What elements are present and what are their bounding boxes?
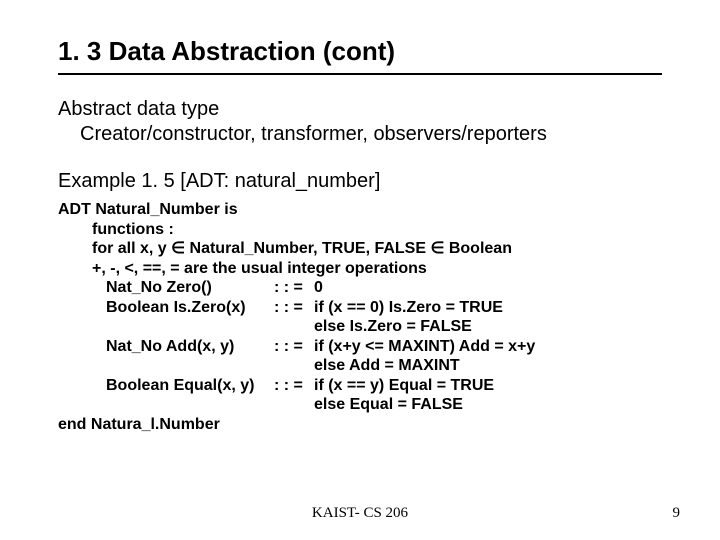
page-number: 9 [673,505,681,522]
adt-left: Nat_No Add(x, y) [106,337,274,357]
slide-title: 1. 3 Data Abstraction (cont) [58,36,662,67]
adt-row: Nat_No Add(x, y) : : = if (x+y <= MAXINT… [58,337,662,357]
adt-left: Nat_No Zero() [106,278,274,298]
adt-cont: else Add = MAXINT [314,356,460,376]
body-text: Abstract data type Creator/constructor, … [58,97,662,194]
footer-center: KAIST- CS 206 [0,505,720,522]
adt-forall: for all x, y ∈ Natural_Number, TRUE, FAL… [58,239,662,259]
cont-pad [106,317,314,337]
adt-row-cont: else Equal = FALSE [58,395,662,415]
spacer [58,147,662,169]
adt-header: ADT Natural_Number is [58,200,662,220]
adt-right: if (x == y) Equal = TRUE [314,376,662,396]
adt-op: : : = [274,337,314,357]
adt-functions-label: functions : [58,220,662,240]
adt-row-cont: else Is.Zero = FALSE [58,317,662,337]
adt-row: Boolean Equal(x, y) : : = if (x == y) Eq… [58,376,662,396]
adt-op: : : = [274,376,314,396]
title-rule [58,73,662,75]
adt-right: if (x+y <= MAXINT) Add = x+y [314,337,662,357]
body-line-2: Creator/constructor, transformer, observ… [58,122,662,147]
slide: 1. 3 Data Abstraction (cont) Abstract da… [0,0,720,434]
cont-pad [106,356,314,376]
adt-row: Nat_No Zero() : : = 0 [58,278,662,298]
adt-right: 0 [314,278,662,298]
body-line-1: Abstract data type [58,97,662,122]
adt-right: if (x == 0) Is.Zero = TRUE [314,298,662,318]
adt-cont: else Equal = FALSE [314,395,463,415]
adt-cont: else Is.Zero = FALSE [314,317,472,337]
example-heading: Example 1. 5 [ADT: natural_number] [58,169,662,194]
adt-end: end Natura_l.Number [58,415,662,435]
adt-op: : : = [274,278,314,298]
adt-ops-note: +, -, <, ==, = are the usual integer ope… [58,259,662,279]
adt-row-cont: else Add = MAXINT [58,356,662,376]
adt-left: Boolean Is.Zero(x) [106,298,274,318]
adt-block: ADT Natural_Number is functions : for al… [58,200,662,434]
cont-pad [106,395,314,415]
adt-left: Boolean Equal(x, y) [106,376,274,396]
adt-row: Boolean Is.Zero(x) : : = if (x == 0) Is.… [58,298,662,318]
adt-op: : : = [274,298,314,318]
